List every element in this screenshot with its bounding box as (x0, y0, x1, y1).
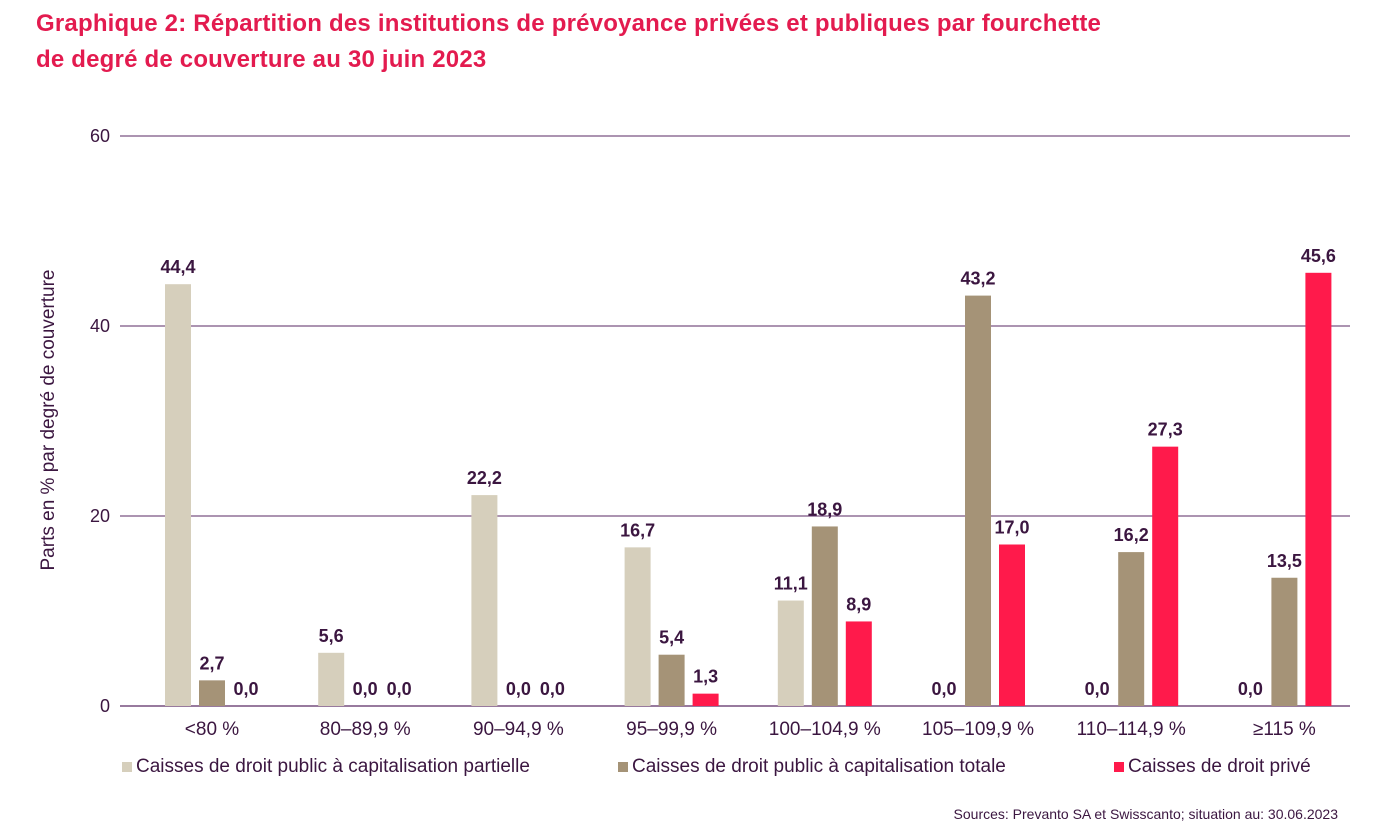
data-label-s3-c3: 0,0 (540, 679, 565, 699)
x-tick-label-7: 110–114,9 % (1077, 719, 1186, 740)
data-label-s2-c6: 43,2 (960, 269, 995, 289)
source-note: Sources: Prevanto SA et Swisscanto; situ… (953, 806, 1338, 822)
bar-s1-c3 (471, 495, 498, 706)
chart-title-line-1: Graphique 2: Répartition des institution… (36, 10, 1102, 37)
legend-item-total: Caisses de droit public à capitalisation… (618, 756, 1006, 778)
data-label-s2-c1: 2,7 (199, 653, 224, 673)
bar-s3-c5 (845, 621, 872, 706)
y-tick-label-60: 60 (90, 126, 110, 146)
bar-s2-c5 (811, 526, 838, 706)
bar-s1-c1 (165, 284, 191, 706)
legend-item-partial: Caisses de droit public à capitalisation… (122, 756, 530, 778)
chart-title: Graphique 2: Répartition des institution… (36, 6, 1356, 78)
bar-s3-c4 (692, 693, 719, 706)
data-label-s3-c7: 27,3 (1148, 420, 1183, 440)
bar-s2-c8 (1271, 577, 1298, 706)
chart-title-line-2: de degré de couverture au 30 juin 2023 (36, 46, 487, 73)
legend-label-partial: Caisses de droit public à capitalisation… (136, 756, 530, 777)
legend-swatch-total (618, 762, 628, 772)
bar-s2-c4 (658, 654, 685, 706)
bar-s3-c6 (999, 544, 1025, 706)
bar-s2-c7 (1118, 552, 1145, 706)
data-label-s2-c7: 16,2 (1114, 525, 1149, 545)
legend-label-total: Caisses de droit public à capitalisation… (632, 756, 1006, 777)
x-tick-label-4: 95–99,9 % (626, 719, 717, 740)
data-label-s3-c2: 0,0 (387, 679, 412, 699)
data-label-s3-c8: 45,6 (1301, 246, 1336, 266)
data-label-s2-c3: 0,0 (506, 679, 531, 699)
y-tick-label-0: 0 (100, 696, 110, 716)
y-tick-label-20: 20 (90, 506, 110, 526)
legend-item-private: Caisses de droit privé (1114, 756, 1311, 778)
bar-s1-c4 (624, 547, 651, 706)
legend-label-private: Caisses de droit privé (1128, 756, 1311, 777)
data-label-s1-c5: 11,1 (774, 574, 808, 594)
data-label-s3-c1: 0,0 (233, 679, 258, 699)
data-label-s1-c1: 44,4 (160, 257, 195, 277)
data-label-s2-c5: 18,9 (807, 499, 842, 519)
bar-s1-c2 (318, 652, 345, 706)
bar-s3-c8 (1305, 272, 1332, 706)
chart-legend: Caisses de droit public à capitalisation… (0, 756, 1373, 780)
bar-s1-c5 (777, 600, 804, 706)
y-axis-label: Parts en % par degré de couverture (38, 269, 59, 570)
legend-swatch-partial (122, 762, 132, 772)
bar-s3-c7 (1152, 446, 1179, 706)
y-tick-label-40: 40 (90, 316, 110, 336)
data-label-s2-c4: 5,4 (659, 628, 684, 648)
x-tick-label-2: 80–89,9 % (320, 719, 411, 740)
data-label-s3-c6: 17,0 (994, 518, 1029, 538)
x-tick-label-3: 90–94,9 % (473, 719, 564, 740)
data-label-s2-c2: 0,0 (353, 679, 378, 699)
data-label-s1-c7: 0,0 (1085, 679, 1110, 699)
data-label-s1-c8: 0,0 (1238, 679, 1263, 699)
x-tick-label-1: <80 % (185, 719, 240, 740)
legend-swatch-private (1114, 762, 1124, 772)
bar-s2-c6 (965, 295, 991, 706)
data-label-s1-c2: 5,6 (319, 626, 344, 646)
data-label-s3-c5: 8,9 (846, 594, 871, 614)
bar-s2-c1 (199, 680, 225, 706)
data-label-s3-c4: 1,3 (693, 667, 718, 687)
x-tick-label-5: 100–104,9 % (769, 719, 881, 740)
data-label-s1-c6: 0,0 (931, 679, 956, 699)
x-tick-label-6: 105–109,9 % (922, 719, 1034, 740)
data-label-s1-c3: 22,2 (467, 468, 502, 488)
bar-chart: 0 20 40 60 Parts en % par degré de couvertur… (38, 126, 1350, 740)
data-label-s2-c8: 13,5 (1267, 551, 1302, 571)
x-tick-label-8: ≥115 % (1253, 719, 1316, 740)
data-label-s1-c4: 16,7 (620, 520, 655, 540)
